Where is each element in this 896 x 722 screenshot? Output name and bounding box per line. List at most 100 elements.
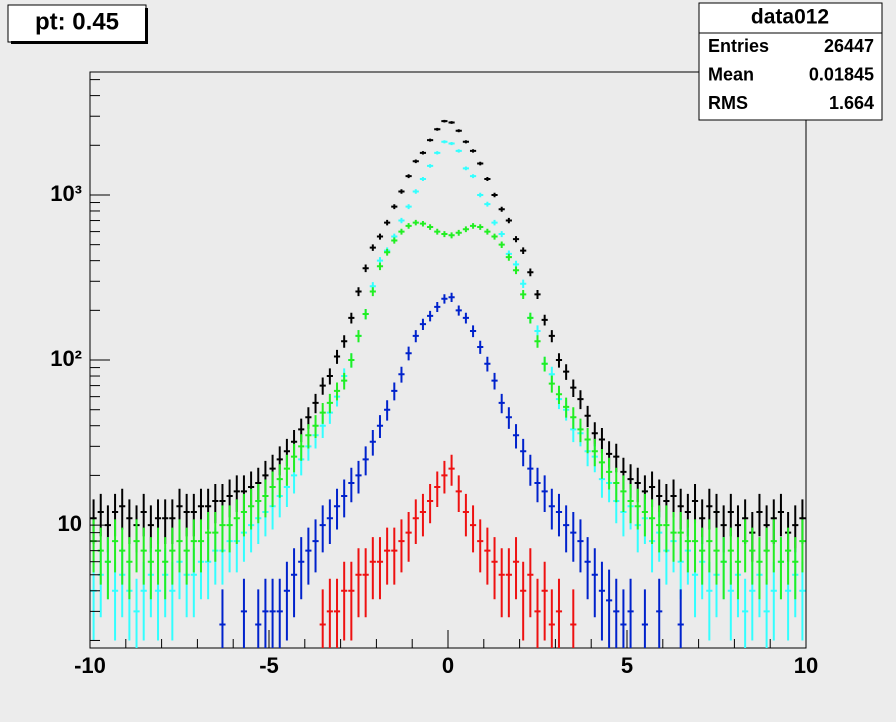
data-point <box>691 519 699 573</box>
data-point <box>111 519 119 573</box>
data-point <box>369 244 376 251</box>
data-point <box>355 330 362 343</box>
data-point <box>563 364 570 380</box>
data-point <box>376 233 384 240</box>
x-tick-label: 0 <box>442 653 454 678</box>
data-point <box>111 561 119 641</box>
data-point <box>269 471 276 507</box>
data-point <box>770 561 777 641</box>
data-point <box>462 226 469 233</box>
data-point <box>341 372 348 390</box>
data-point <box>756 493 763 537</box>
data-point <box>104 537 111 600</box>
data-point <box>427 483 434 524</box>
data-point <box>534 578 541 648</box>
data-point <box>419 176 427 182</box>
data-point <box>512 537 520 600</box>
data-point <box>190 519 197 573</box>
data-point <box>384 248 391 256</box>
data-point <box>541 314 548 326</box>
data-point <box>641 493 648 537</box>
title-box <box>7 4 147 43</box>
data-point <box>427 310 434 322</box>
data-point <box>484 176 491 182</box>
x-tick-label: 5 <box>621 653 633 678</box>
data-point <box>548 375 555 393</box>
data-point <box>262 578 269 648</box>
data-point <box>262 479 269 518</box>
title-box-shadow <box>11 41 148 44</box>
data-point <box>613 578 620 648</box>
data-point <box>570 407 577 429</box>
data-point <box>534 289 541 300</box>
stats-title: data012 <box>751 6 829 29</box>
data-point <box>441 140 448 144</box>
data-point <box>197 519 205 573</box>
data-point <box>656 505 663 553</box>
data-point <box>520 247 527 255</box>
data-point <box>255 589 262 648</box>
data-point <box>534 325 541 338</box>
data-point <box>348 353 355 368</box>
title-box-shadow <box>145 8 148 44</box>
data-point <box>505 217 512 224</box>
data-point <box>312 415 319 439</box>
data-point <box>727 527 734 585</box>
data-point <box>348 561 355 641</box>
data-point <box>742 519 749 573</box>
data-point <box>505 548 512 618</box>
data-point <box>763 527 770 585</box>
data-point <box>663 505 670 553</box>
data-point <box>462 140 469 144</box>
data-point <box>176 519 183 573</box>
data-point <box>333 349 341 364</box>
data-point <box>348 467 355 503</box>
data-point <box>670 479 677 518</box>
data-point <box>391 382 398 401</box>
data-point <box>319 505 326 553</box>
data-point <box>634 488 641 530</box>
data-point <box>219 505 226 553</box>
data-point <box>491 219 498 226</box>
data-point <box>434 228 441 235</box>
data-point <box>491 372 498 390</box>
data-point <box>398 189 405 194</box>
data-point <box>455 149 462 153</box>
data-point <box>648 499 656 544</box>
data-point <box>548 488 555 530</box>
data-point <box>462 166 469 171</box>
data-point <box>455 475 462 513</box>
data-point <box>491 537 498 600</box>
data-point <box>448 454 455 486</box>
data-point <box>369 287 376 297</box>
data-point <box>326 368 333 385</box>
data-point <box>512 424 520 449</box>
data-point <box>419 151 427 155</box>
data-point <box>577 390 584 410</box>
data-point <box>491 233 498 240</box>
data-point <box>512 266 520 275</box>
data-point <box>555 353 563 368</box>
data-point <box>606 457 613 490</box>
stats-value: 1.664 <box>829 93 874 113</box>
data-point <box>756 537 763 600</box>
data-point <box>126 537 133 600</box>
data-point <box>706 519 713 573</box>
data-point <box>498 231 505 238</box>
data-point <box>749 527 756 585</box>
data-point <box>684 519 691 573</box>
data-point <box>312 519 319 573</box>
data-point <box>469 223 477 229</box>
data-point <box>448 121 455 124</box>
data-point <box>498 241 505 248</box>
data-point <box>333 382 341 401</box>
data-point <box>577 418 584 443</box>
data-point <box>477 340 484 354</box>
data-point <box>777 537 785 600</box>
data-point <box>505 253 512 261</box>
data-point <box>763 578 770 648</box>
data-point <box>469 325 477 338</box>
data-point <box>520 561 527 641</box>
data-point <box>319 589 326 648</box>
